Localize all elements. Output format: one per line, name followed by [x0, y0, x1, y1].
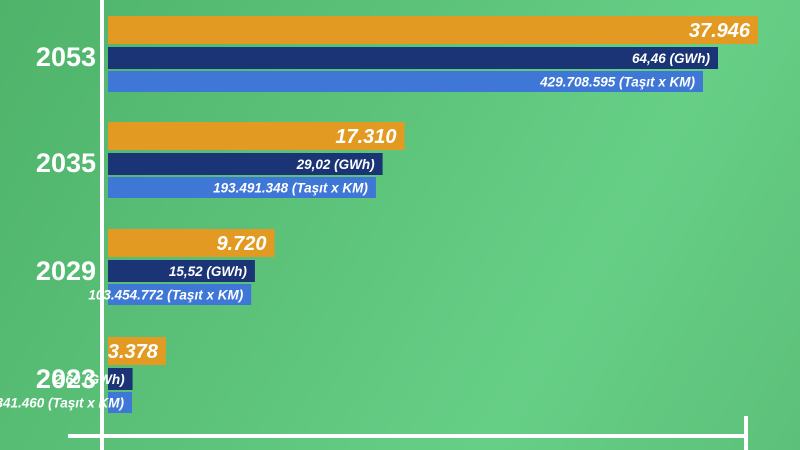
bar-label-2029-s2: 15,52 (GWh) [169, 264, 248, 279]
bar-label-2023-s1: 3.378 [108, 341, 159, 363]
bar-2035-s3 [108, 177, 376, 198]
bar-label-2053-s2: 64,46 (GWh) [632, 51, 711, 66]
year-label-2035: 2035 [36, 148, 96, 178]
bar-2053-s1 [108, 16, 758, 44]
bar-2029-s1 [108, 229, 275, 257]
year-label-2053: 2053 [36, 42, 96, 72]
bar-2035-s2 [108, 153, 383, 175]
bar-label-2053-s1: 37.946 [689, 20, 751, 42]
bar-2053-s2 [108, 47, 718, 69]
axes-layer [68, 0, 748, 450]
bar-label-2035-s1: 17.310 [335, 126, 396, 148]
bar-2023-s1 [108, 337, 166, 365]
bar-label-2035-s2: 29,02 (GWh) [296, 157, 376, 172]
year-label-2023: 2023 [36, 364, 96, 394]
bar-2053-s3 [108, 71, 703, 92]
bar-label-2029-s1: 9.720 [216, 233, 266, 255]
bar-label-2035-s3: 193.491.348 (Taşıt x KM) [213, 181, 368, 196]
bar-2023-s2 [108, 368, 133, 390]
bars-layer: 2053 2035 2029 2023 37.946 17.310 9.720 3.378 64… [0, 16, 758, 413]
bar-label-2023-s2: 2,60 (GWh) [53, 372, 125, 387]
bar-2035-s1 [108, 122, 405, 150]
year-label-2029: 2029 [36, 256, 96, 286]
bar-label-2029-s3: 103.454.772 (Taşıt x KM) [88, 288, 243, 303]
bar-label-2053-s3: 429.708.595 (Taşıt x KM) [539, 75, 695, 90]
bar-2029-s2 [108, 260, 255, 282]
bar-2029-s3 [108, 284, 252, 305]
bar-2023-s3 [108, 392, 132, 413]
bar-label-2023-s3: 17.341.460 (Taşıt x KM) [0, 396, 124, 411]
